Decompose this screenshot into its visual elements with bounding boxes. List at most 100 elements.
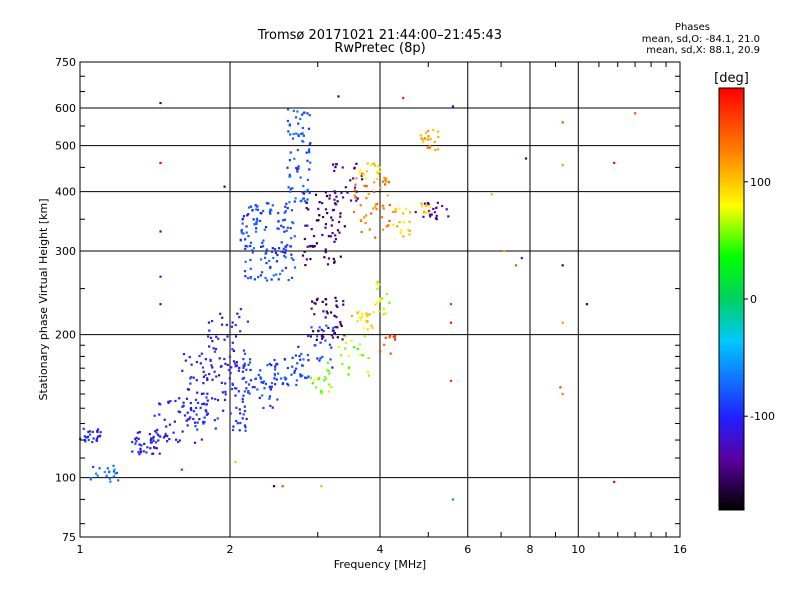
data-point bbox=[392, 223, 395, 226]
data-point bbox=[181, 430, 184, 433]
data-point bbox=[206, 399, 209, 402]
data-point bbox=[353, 186, 357, 189]
data-point bbox=[402, 212, 405, 215]
data-point bbox=[423, 137, 427, 140]
data-point bbox=[152, 437, 155, 440]
data-point bbox=[159, 303, 162, 306]
data-point bbox=[221, 391, 224, 394]
data-point bbox=[271, 204, 274, 207]
data-point bbox=[244, 247, 247, 250]
data-point bbox=[286, 244, 289, 247]
data-point bbox=[297, 167, 300, 170]
data-point bbox=[139, 449, 142, 452]
data-point bbox=[388, 336, 391, 339]
data-point bbox=[226, 335, 229, 338]
data-point bbox=[381, 180, 385, 183]
data-point bbox=[206, 378, 209, 381]
data-point bbox=[245, 387, 248, 390]
data-point bbox=[247, 234, 250, 238]
data-point bbox=[150, 437, 153, 440]
data-point bbox=[299, 375, 302, 378]
data-point bbox=[379, 350, 382, 353]
data-point bbox=[131, 440, 134, 444]
data-point bbox=[414, 211, 417, 214]
data-point bbox=[335, 299, 338, 303]
data-point bbox=[202, 402, 206, 406]
data-point bbox=[198, 418, 201, 421]
data-point bbox=[331, 219, 334, 222]
data-point bbox=[315, 386, 318, 389]
data-point bbox=[96, 428, 100, 431]
data-point bbox=[283, 211, 286, 214]
data-point bbox=[308, 114, 311, 117]
data-point bbox=[449, 321, 453, 324]
data-point bbox=[387, 181, 391, 184]
data-point bbox=[283, 230, 286, 233]
data-point bbox=[202, 382, 205, 385]
data-point bbox=[181, 405, 184, 408]
chart-subtitle: RwPretec (8p) bbox=[334, 41, 426, 56]
data-point bbox=[108, 470, 111, 473]
data-point bbox=[335, 315, 338, 319]
data-point bbox=[297, 122, 300, 125]
data-point bbox=[359, 204, 362, 207]
data-point bbox=[420, 137, 423, 140]
data-point bbox=[371, 326, 374, 330]
data-point bbox=[238, 408, 241, 411]
data-point bbox=[355, 177, 358, 180]
data-point bbox=[232, 425, 235, 428]
data-point bbox=[358, 316, 361, 319]
data-point bbox=[276, 372, 280, 375]
data-point bbox=[195, 379, 198, 382]
x-tick-label: 2 bbox=[227, 543, 234, 556]
data-point bbox=[295, 367, 298, 370]
data-point bbox=[231, 382, 234, 385]
data-point bbox=[280, 250, 283, 253]
data-point bbox=[358, 310, 361, 313]
data-point bbox=[382, 313, 385, 316]
data-point bbox=[207, 335, 210, 338]
data-point bbox=[152, 435, 155, 438]
data-point bbox=[284, 378, 287, 381]
data-point bbox=[259, 377, 263, 380]
data-point bbox=[355, 162, 358, 165]
data-point bbox=[268, 210, 272, 213]
data-point bbox=[165, 425, 168, 428]
data-point bbox=[136, 431, 139, 434]
data-point bbox=[199, 362, 202, 365]
data-point bbox=[287, 130, 290, 133]
data-point bbox=[180, 468, 183, 471]
data-point bbox=[295, 166, 298, 170]
data-point bbox=[321, 233, 324, 237]
data-point bbox=[445, 208, 448, 211]
data-point bbox=[306, 376, 309, 379]
data-point bbox=[331, 366, 334, 369]
data-point bbox=[451, 105, 455, 108]
data-point bbox=[341, 166, 344, 169]
data-point bbox=[138, 443, 141, 446]
data-point bbox=[268, 395, 272, 398]
data-point bbox=[272, 256, 275, 260]
data-point bbox=[313, 378, 316, 382]
data-point bbox=[338, 220, 341, 224]
data-point bbox=[365, 197, 368, 200]
data-point bbox=[276, 398, 279, 401]
data-point bbox=[333, 261, 336, 264]
data-point bbox=[208, 372, 211, 376]
data-point bbox=[261, 394, 264, 397]
data-point bbox=[202, 420, 205, 423]
data-point bbox=[222, 409, 225, 412]
data-point bbox=[307, 359, 310, 362]
data-point bbox=[216, 417, 219, 420]
data-point bbox=[223, 338, 226, 341]
data-point bbox=[261, 245, 265, 248]
data-point bbox=[202, 392, 205, 395]
data-point bbox=[96, 435, 100, 438]
data-point bbox=[234, 394, 237, 397]
data-point bbox=[333, 169, 336, 173]
data-point bbox=[360, 219, 363, 222]
data-point bbox=[271, 247, 274, 250]
data-point bbox=[203, 421, 206, 424]
data-point bbox=[230, 325, 234, 328]
data-point bbox=[408, 220, 411, 223]
